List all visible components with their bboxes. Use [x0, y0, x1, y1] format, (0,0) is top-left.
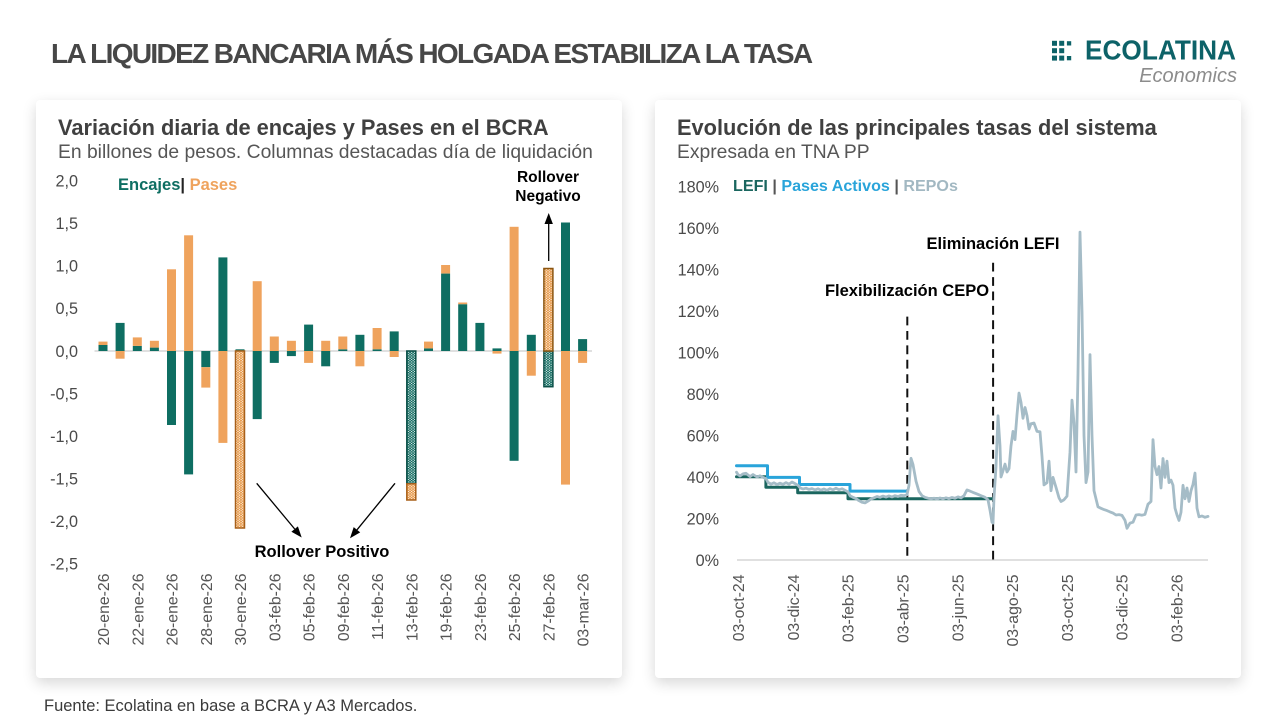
- svg-text:1,0: 1,0: [55, 258, 78, 276]
- svg-text:03-oct-25: 03-oct-25: [1060, 574, 1077, 641]
- svg-text:20-ene-26: 20-ene-26: [96, 573, 113, 645]
- svg-text:Rollover Positivo: Rollover Positivo: [255, 543, 390, 561]
- svg-text:11-feb-26: 11-feb-26: [370, 573, 387, 640]
- svg-text:-1,5: -1,5: [50, 470, 78, 488]
- svg-text:Negativo: Negativo: [515, 188, 580, 205]
- svg-text:05-feb-26: 05-feb-26: [302, 573, 319, 641]
- svg-text:0,5: 0,5: [55, 300, 78, 318]
- svg-text:03-feb-26: 03-feb-26: [267, 573, 284, 641]
- svg-text:LEFI | Pases Activos | REPOs: LEFI | Pases Activos | REPOs: [733, 177, 958, 195]
- svg-text:03-dic-24: 03-dic-24: [786, 574, 803, 640]
- svg-text:-1,0: -1,0: [50, 428, 78, 446]
- svg-text:180%: 180%: [678, 178, 719, 196]
- svg-text:Eliminación LEFI: Eliminación LEFI: [927, 235, 1060, 253]
- svg-text:-2,5: -2,5: [50, 556, 78, 574]
- svg-text:1,5: 1,5: [55, 215, 78, 233]
- svg-text:25-feb-26: 25-feb-26: [507, 573, 524, 641]
- svg-text:60%: 60%: [687, 427, 719, 445]
- svg-text:03-dic-25: 03-dic-25: [1115, 574, 1132, 640]
- svg-text:Fuente: Ecolatina en base a BC: Fuente: Ecolatina en base a BCRA y A3 Me…: [44, 697, 417, 715]
- svg-text:100%: 100%: [678, 344, 719, 362]
- svg-text:22-ene-26: 22-ene-26: [130, 573, 147, 645]
- svg-text:28-ene-26: 28-ene-26: [199, 573, 216, 645]
- svg-text:ECOLATINA: ECOLATINA: [1085, 34, 1236, 65]
- svg-text:20%: 20%: [687, 510, 719, 528]
- svg-text:40%: 40%: [687, 469, 719, 487]
- svg-text:80%: 80%: [687, 386, 719, 404]
- svg-text:0,0: 0,0: [55, 343, 78, 361]
- svg-text:19-feb-26: 19-feb-26: [439, 573, 456, 641]
- svg-text:03-oct-24: 03-oct-24: [731, 574, 748, 641]
- svg-text:03-mar-26: 03-mar-26: [576, 573, 593, 646]
- svg-text:160%: 160%: [678, 220, 719, 238]
- svg-text:26-ene-26: 26-ene-26: [165, 573, 182, 645]
- svg-text:-2,0: -2,0: [50, 513, 78, 531]
- svg-text:Flexibilización CEPO: Flexibilización CEPO: [825, 282, 989, 300]
- svg-text:-0,5: -0,5: [50, 385, 78, 403]
- svg-text:27-feb-26: 27-feb-26: [541, 573, 558, 641]
- svg-text:03-abr-25: 03-abr-25: [896, 574, 913, 643]
- svg-text:23-feb-26: 23-feb-26: [473, 573, 490, 641]
- svg-text:140%: 140%: [678, 261, 719, 279]
- svg-text:Economics: Economics: [1139, 65, 1237, 87]
- svg-text:Rollover: Rollover: [517, 169, 579, 186]
- svg-text:09-feb-26: 09-feb-26: [336, 573, 353, 641]
- svg-text:30-ene-26: 30-ene-26: [233, 573, 250, 645]
- svg-text:13-feb-26: 13-feb-26: [404, 573, 421, 641]
- svg-text:03-feb-26: 03-feb-26: [1170, 574, 1187, 642]
- svg-text:0%: 0%: [696, 552, 719, 570]
- svg-text:2,0: 2,0: [55, 173, 78, 191]
- svg-text:03-jun-25: 03-jun-25: [950, 574, 967, 641]
- svg-text:120%: 120%: [678, 303, 719, 321]
- svg-text:03-ago-25: 03-ago-25: [1005, 574, 1022, 646]
- svg-text:03-feb-25: 03-feb-25: [841, 574, 858, 642]
- svg-text:Encajes| Pases: Encajes| Pases: [118, 176, 237, 194]
